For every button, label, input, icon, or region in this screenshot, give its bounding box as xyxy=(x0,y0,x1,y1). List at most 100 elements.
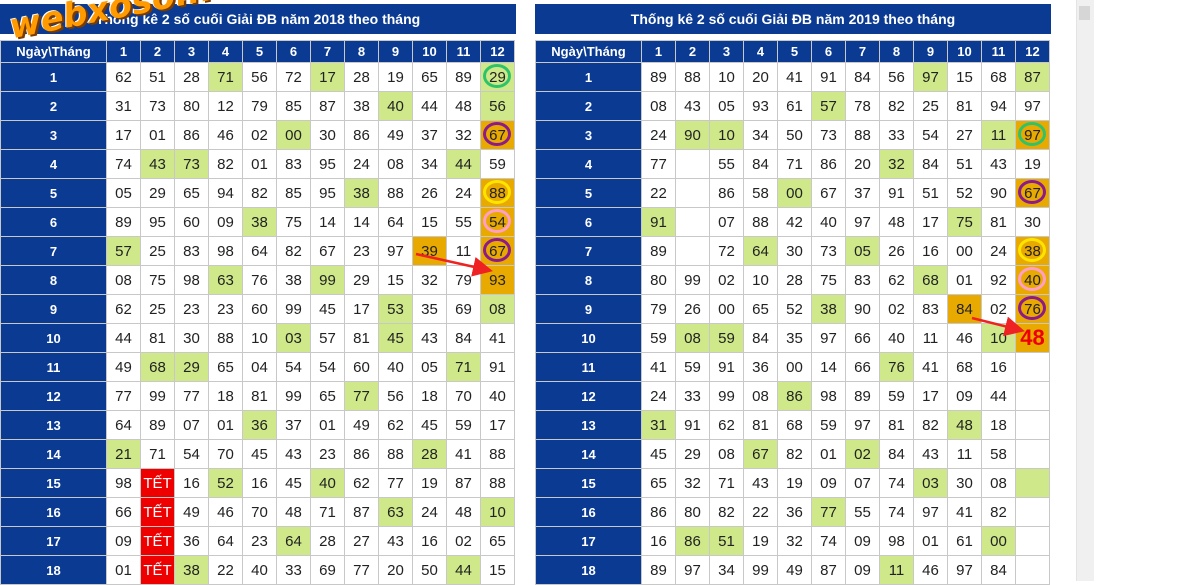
number-cell xyxy=(1015,410,1050,440)
number-cell: 41 xyxy=(641,352,676,382)
cell-value: 10 xyxy=(990,329,1007,347)
number-cell: 50 xyxy=(412,555,447,585)
cell-value: 00 xyxy=(990,532,1007,550)
number-cell: 66 xyxy=(845,323,880,353)
number-cell: 16 xyxy=(981,352,1016,382)
cell-value: 23 xyxy=(217,300,234,318)
cell-value: 81 xyxy=(752,416,769,434)
number-cell: 46 xyxy=(913,555,948,585)
number-cell: 67 xyxy=(1015,178,1050,208)
cell-value: 84 xyxy=(888,445,905,463)
month-header: 4 xyxy=(743,40,778,63)
day-label: 11 xyxy=(535,352,642,382)
day-label: 4 xyxy=(535,149,642,179)
number-cell: 89 xyxy=(106,207,141,237)
table-row: 3 24 90 10 34 50 73 88 33 54 27 11 97 xyxy=(535,120,1050,150)
cell-value: 25 xyxy=(149,242,166,260)
cell-value: 46 xyxy=(922,561,939,579)
number-cell: 34 xyxy=(412,149,447,179)
number-cell: 62 xyxy=(378,410,413,440)
number-cell: 00 xyxy=(709,294,744,324)
cell-value: 89 xyxy=(455,68,472,86)
number-cell: 74 xyxy=(879,497,914,527)
cell-value: 65 xyxy=(319,387,336,405)
cell-value: 03 xyxy=(285,329,302,347)
number-cell: 87 xyxy=(446,468,481,498)
cell-value: 41 xyxy=(956,503,973,521)
cell-value: 74 xyxy=(820,532,837,550)
cell-value: 67 xyxy=(820,184,837,202)
number-cell: 81 xyxy=(743,410,778,440)
cell-value: 40 xyxy=(251,561,268,579)
number-cell: 34 xyxy=(743,120,778,150)
cell-value: 34 xyxy=(718,561,735,579)
number-cell: 29 xyxy=(140,178,175,208)
number-cell: 00 xyxy=(276,120,311,150)
number-cell: 24 xyxy=(641,120,676,150)
number-cell: 80 xyxy=(641,265,676,295)
cell-value: 64 xyxy=(387,213,404,231)
number-cell: 33 xyxy=(276,555,311,585)
number-cell: 38 xyxy=(811,294,846,324)
number-cell: 38 xyxy=(1015,236,1050,266)
number-cell: 01 xyxy=(811,439,846,469)
cell-value: 19 xyxy=(786,474,803,492)
number-cell: 62 xyxy=(879,265,914,295)
number-cell: 74 xyxy=(879,468,914,498)
number-cell: 18 xyxy=(412,381,447,411)
cell-value: 97 xyxy=(922,68,939,86)
number-cell: 64 xyxy=(106,410,141,440)
table-row: 7 57 25 83 98 64 82 67 23 97 39 11 67 xyxy=(0,236,515,266)
cell-value: 62 xyxy=(387,416,404,434)
cell-value: 97 xyxy=(387,242,404,260)
number-cell: 88 xyxy=(675,62,710,92)
number-cell: 35 xyxy=(412,294,447,324)
number-cell: 98 xyxy=(106,468,141,498)
cell-value: 05 xyxy=(854,242,871,260)
number-cell: 08 xyxy=(378,149,413,179)
scrollbar-thumb[interactable] xyxy=(1079,6,1090,20)
number-cell: 86 xyxy=(344,439,379,469)
cell-value: 05 xyxy=(115,184,132,202)
number-cell: 99 xyxy=(276,294,311,324)
cell-value: 99 xyxy=(718,387,735,405)
number-cell: 72 xyxy=(276,62,311,92)
cell-value: 20 xyxy=(387,561,404,579)
cell-value: 40 xyxy=(387,358,404,376)
cell-value: 84 xyxy=(922,155,939,173)
cell-value: 16 xyxy=(990,358,1007,376)
table-row: 9 79 26 00 65 52 38 90 02 83 84 02 76 xyxy=(535,294,1050,324)
number-cell: 46 xyxy=(208,120,243,150)
number-cell: 65 xyxy=(412,62,447,92)
cell-value: TẾT xyxy=(143,532,172,550)
number-cell: 28 xyxy=(344,62,379,92)
month-header: 1 xyxy=(106,40,141,63)
day-label: 18 xyxy=(0,555,107,585)
cell-value: 91 xyxy=(489,358,506,376)
cell-value: 38 xyxy=(251,213,268,231)
day-label: 17 xyxy=(535,526,642,556)
day-label: 2 xyxy=(0,91,107,121)
cell-value: 59 xyxy=(489,155,506,173)
cell-value: 30 xyxy=(319,126,336,144)
cell-value: 86 xyxy=(183,126,200,144)
cell-value: 83 xyxy=(285,155,302,173)
cell-value: 78 xyxy=(854,97,871,115)
cell-value: 38 xyxy=(285,271,302,289)
day-label: 4 xyxy=(0,149,107,179)
cell-value: 88 xyxy=(387,445,404,463)
cell-value: 46 xyxy=(217,126,234,144)
number-cell: 09 xyxy=(208,207,243,237)
number-cell: 19 xyxy=(777,468,812,498)
number-cell xyxy=(1015,352,1050,382)
number-cell: 91 xyxy=(641,207,676,237)
number-cell: 02 xyxy=(981,294,1016,324)
cell-value: 11 xyxy=(888,561,905,579)
number-cell: 99 xyxy=(743,555,778,585)
number-cell xyxy=(675,149,710,179)
highlight-ring xyxy=(1018,122,1046,146)
cell-value: 61 xyxy=(956,532,973,550)
page-scrollbar[interactable] xyxy=(1076,0,1094,581)
cell-value: 48 xyxy=(455,97,472,115)
month-header: 9 xyxy=(378,40,413,63)
